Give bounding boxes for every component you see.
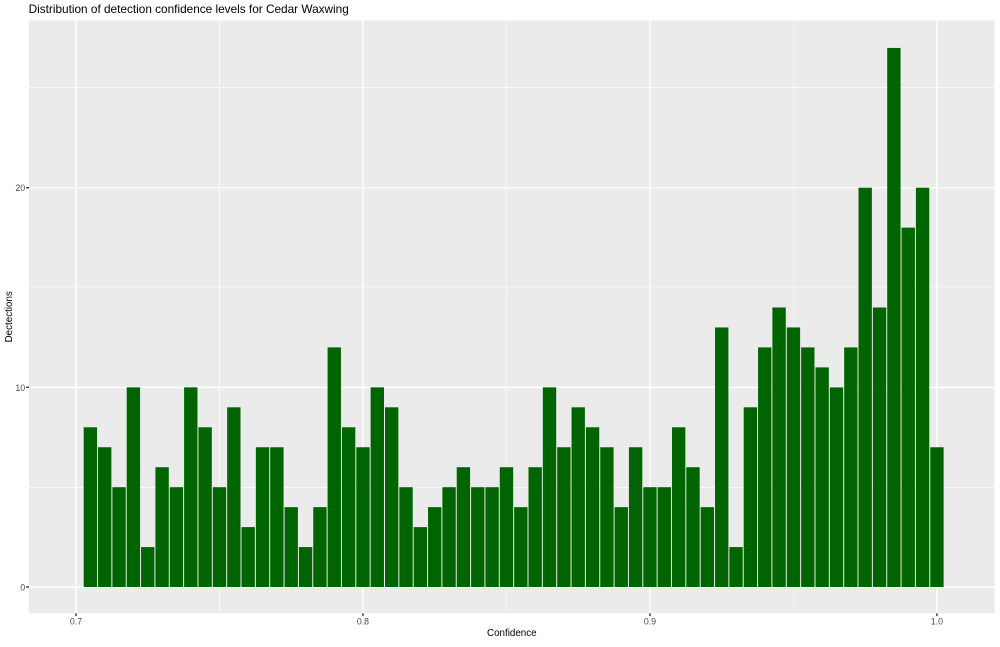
svg-text:Distribution of detection conf: Distribution of detection confidence lev…: [29, 2, 349, 16]
svg-text:10: 10: [15, 383, 25, 393]
svg-text:0.9: 0.9: [644, 617, 656, 627]
svg-text:0.7: 0.7: [70, 617, 82, 627]
svg-text:Dectections: Dectections: [4, 291, 15, 342]
svg-text:0: 0: [20, 582, 25, 592]
svg-text:1.0: 1.0: [931, 617, 943, 627]
svg-text:20: 20: [15, 183, 25, 193]
svg-text:0.8: 0.8: [357, 617, 369, 627]
svg-text:Confidence: Confidence: [487, 628, 537, 639]
